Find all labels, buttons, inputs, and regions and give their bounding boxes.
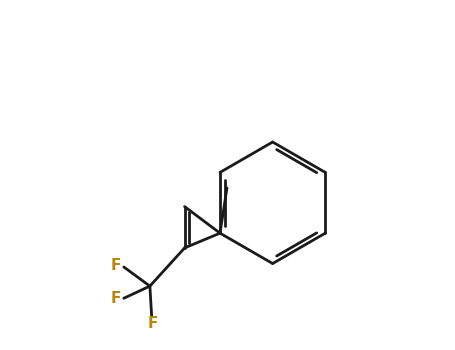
Text: F: F	[147, 316, 158, 331]
Text: F: F	[111, 258, 121, 273]
Text: F: F	[111, 291, 121, 306]
